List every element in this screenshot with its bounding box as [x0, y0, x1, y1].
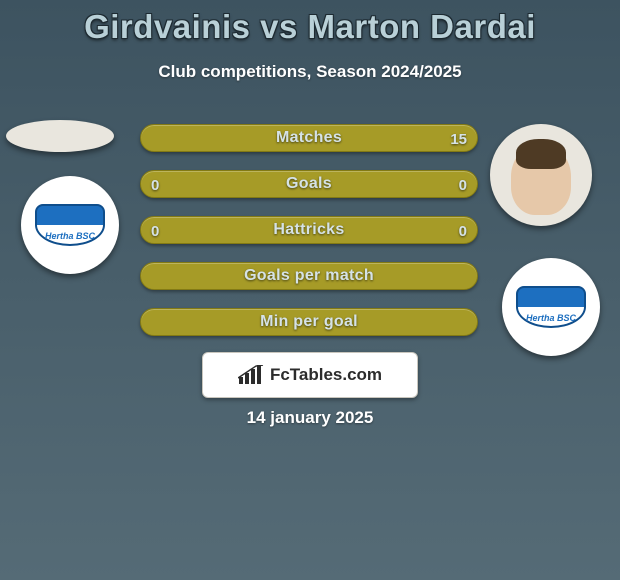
- brand-label: FcTables.com: [270, 365, 382, 385]
- player-left-club-badge: Hertha BSC: [21, 176, 119, 274]
- comparison-infographic: Girdvainis vs Marton Dardai Club competi…: [0, 0, 620, 580]
- stat-right-value: 0: [459, 171, 467, 199]
- stat-right-value: 0: [459, 217, 467, 245]
- bar-chart-icon: [238, 365, 264, 385]
- brand-box: FcTables.com: [202, 352, 418, 398]
- stat-label: Goals per match: [244, 267, 374, 285]
- date-label: 14 january 2025: [0, 408, 620, 428]
- player-right-head: [511, 145, 571, 215]
- stat-left-value: 0: [151, 171, 159, 199]
- player-right-club-badge: Hertha BSC: [502, 258, 600, 356]
- stats-area: Matches 15 0 Goals 0 0 Hattricks 0 Goals…: [140, 124, 478, 354]
- stat-right-value: 15: [450, 125, 467, 153]
- stat-label: Goals: [286, 175, 332, 193]
- stat-label: Matches: [276, 129, 342, 147]
- stat-label: Min per goal: [260, 313, 358, 331]
- club-label-right: Hertha BSC: [526, 313, 576, 326]
- stat-row-goals: 0 Goals 0: [140, 170, 478, 198]
- stat-row-matches: Matches 15: [140, 124, 478, 152]
- page-title: Girdvainis vs Marton Dardai: [0, 0, 620, 46]
- hertha-flag-icon: Hertha BSC: [516, 286, 586, 328]
- stat-left-value: 0: [151, 217, 159, 245]
- stat-row-min-per-goal: Min per goal: [140, 308, 478, 336]
- subtitle: Club competitions, Season 2024/2025: [0, 46, 620, 82]
- player-left-photo: [6, 120, 114, 152]
- stat-label: Hattricks: [273, 221, 344, 239]
- stat-row-goals-per-match: Goals per match: [140, 262, 478, 290]
- stat-row-hattricks: 0 Hattricks 0: [140, 216, 478, 244]
- player-right-hair: [516, 139, 566, 169]
- hertha-flag-icon: Hertha BSC: [35, 204, 105, 246]
- player-right-photo: [490, 124, 592, 226]
- club-label-left: Hertha BSC: [45, 231, 95, 244]
